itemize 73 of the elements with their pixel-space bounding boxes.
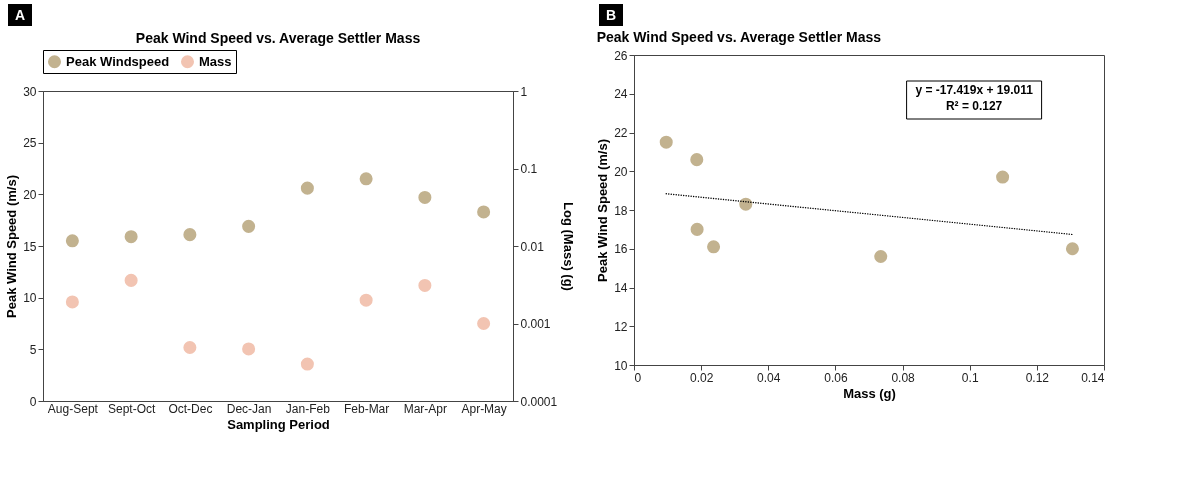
x-tick-label: 0.12	[1025, 370, 1050, 385]
y2-tick-label: 1	[520, 84, 528, 99]
x-tick-label: Sept-Oct	[107, 401, 156, 416]
point	[477, 205, 491, 219]
x-tick-label: 0.14	[1081, 370, 1105, 385]
annotation: y = -17.419x + 19.011	[915, 83, 1034, 97]
point	[65, 295, 79, 309]
point	[242, 219, 256, 233]
point	[1065, 242, 1079, 256]
y-tick-label: 22	[614, 126, 628, 140]
x-tick-label: 0.08	[891, 370, 916, 385]
legend-label: Mass	[199, 53, 232, 69]
point	[359, 172, 373, 186]
y2-tick-label: 0.0001	[520, 394, 558, 409]
x-tick-label: Feb-Mar	[343, 401, 390, 416]
point	[124, 230, 138, 244]
y-tick-label: 16	[614, 242, 628, 257]
x-tick-label: 0.02	[689, 370, 714, 385]
y-axis-title: Peak Wind Speed (m/s)	[595, 139, 611, 282]
x-tick-label: Apr-May	[461, 401, 507, 416]
point	[659, 135, 673, 149]
x-tick-label: Aug-Sept	[47, 401, 99, 416]
legend-label: Peak Windspeed	[66, 53, 170, 69]
x-tick-label: Oct-Dec	[168, 401, 213, 416]
x-tick-label: 0.1	[961, 370, 979, 385]
point	[996, 170, 1010, 184]
point	[300, 181, 314, 195]
point	[707, 240, 721, 254]
y-tick-label: 20	[23, 187, 37, 202]
point	[183, 341, 197, 355]
y-tick-label: 25	[23, 136, 37, 151]
y2-tick-label: 0.01	[520, 239, 545, 254]
y-tick-label: 18	[614, 203, 628, 218]
chart-title: Peak Wind Speed vs. Average Settler Mass	[596, 29, 882, 45]
point	[65, 234, 79, 248]
y2-tick-label: 0.1	[520, 162, 538, 176]
point	[359, 293, 373, 307]
y-tick-label: 12	[614, 319, 628, 334]
annotation: R² = 0.127	[945, 99, 1003, 113]
y-tick-label: 14	[614, 281, 628, 295]
point	[183, 228, 197, 242]
x-tick-label: Mar-Apr	[403, 401, 448, 416]
y-tick-label: 10	[614, 358, 628, 373]
y-tick-label: 15	[23, 239, 37, 254]
text: A	[8, 4, 33, 26]
point	[739, 197, 753, 211]
y-axis-title: Peak Wind Speed (m/s)	[4, 175, 20, 318]
point	[690, 222, 704, 236]
y-tick-label: 5	[29, 342, 37, 357]
chart-title: Peak Wind Speed vs. Average Settler Mass	[135, 29, 421, 46]
x-tick-label: Jan-Feb	[285, 401, 331, 416]
y-tick-label: 30	[23, 84, 37, 99]
x-axis-title: Mass (g)	[843, 385, 896, 401]
point	[874, 249, 888, 264]
y-tick-label: 10	[23, 291, 37, 306]
point	[477, 316, 491, 331]
y-tick-label: 24	[614, 87, 628, 102]
x-tick-label: Dec-Jan	[226, 401, 272, 416]
x-tick-label: 0	[634, 370, 642, 385]
text: B	[599, 4, 624, 26]
y-tick-label: 20	[614, 164, 628, 179]
x-tick-label: 0.04	[757, 370, 781, 385]
x-tick-label: 0.06	[824, 370, 848, 385]
point	[690, 153, 704, 167]
point	[418, 190, 432, 204]
point	[300, 357, 314, 371]
y2-tick-label: 0.001	[520, 317, 551, 331]
y-tick-label: 26	[614, 48, 628, 63]
point	[124, 273, 138, 287]
point	[242, 342, 256, 356]
y2-axis-title: Log (Mass) (g)	[561, 202, 577, 291]
point	[418, 278, 432, 292]
x-axis-title: Sampling Period	[227, 416, 330, 432]
